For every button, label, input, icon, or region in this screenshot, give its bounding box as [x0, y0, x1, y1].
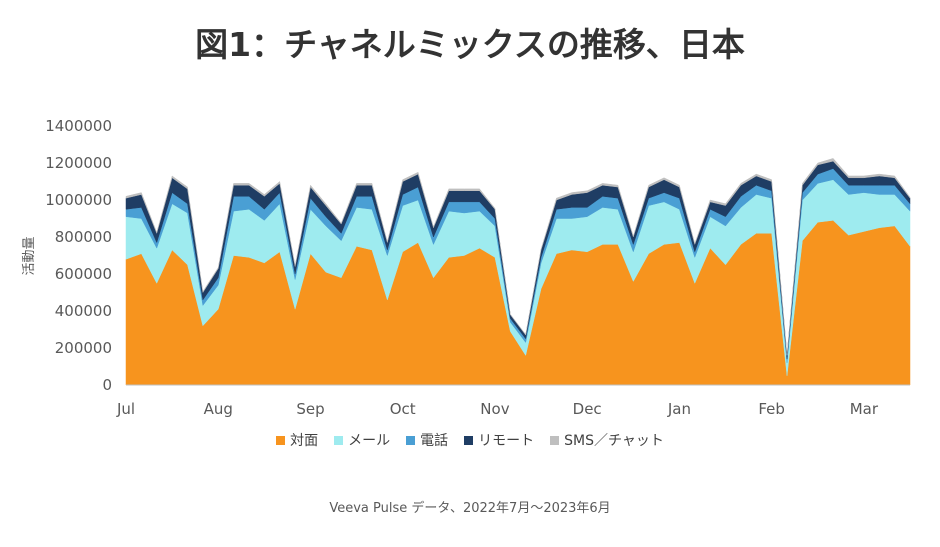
- chart-title: 図1：チャネルミックスの推移、日本: [195, 25, 745, 64]
- legend-swatch: [276, 435, 286, 445]
- legend-label: メール: [348, 433, 391, 449]
- x-tick-label: Dec: [573, 400, 602, 418]
- y-axis-title: 活動量: [22, 236, 37, 275]
- legend-item: 対面: [276, 430, 318, 450]
- y-tick-label: 400000: [55, 302, 112, 320]
- x-tick-label: Nov: [480, 400, 509, 418]
- y-tick-label: 800000: [55, 228, 112, 246]
- legend-item: 電話: [406, 430, 448, 450]
- area-series-5: [125, 158, 911, 356]
- legend-label: 電話: [420, 433, 449, 449]
- legend-swatch: [550, 435, 560, 445]
- legend-swatch: [464, 435, 474, 445]
- x-tick-label: Oct: [390, 400, 416, 418]
- y-tick-label: 200000: [55, 339, 112, 357]
- legend-item: リモート: [464, 430, 534, 450]
- y-tick-label: 1200000: [45, 154, 112, 172]
- legend-label: 対面: [290, 433, 319, 449]
- y-axis-labels: 1400000 1200000 1000000 800000 600000 400000 2…: [45, 117, 112, 394]
- legend: 対面 メール 電話 リモート SMS／チャット: [0, 430, 940, 450]
- y-tick-label: 1000000: [45, 191, 112, 209]
- legend-item: メール: [334, 430, 390, 450]
- x-axis-labels: JulAugSepOctNovDecJanFebMarAprMayJun: [116, 400, 879, 418]
- plot-area: [125, 158, 911, 386]
- legend-label: リモート: [478, 433, 535, 449]
- x-tick-label: Sep: [296, 400, 324, 418]
- legend-item: SMS／チャット: [550, 430, 664, 450]
- legend-label: SMS／チャット: [564, 433, 664, 449]
- y-tick-label: 0: [102, 376, 112, 394]
- x-tick-label: Mar: [850, 400, 879, 418]
- x-tick-label: Aug: [204, 400, 233, 418]
- y-tick-label: 600000: [55, 265, 112, 283]
- x-tick-label: Jan: [667, 400, 691, 418]
- source-note: Veeva Pulse データ、2022年7月～2023年6月: [329, 501, 611, 516]
- x-tick-label: Feb: [758, 400, 785, 418]
- x-tick-label: Jul: [116, 400, 135, 418]
- legend-swatch: [406, 435, 416, 445]
- legend-swatch: [334, 435, 344, 445]
- y-tick-label: 1400000: [45, 117, 112, 135]
